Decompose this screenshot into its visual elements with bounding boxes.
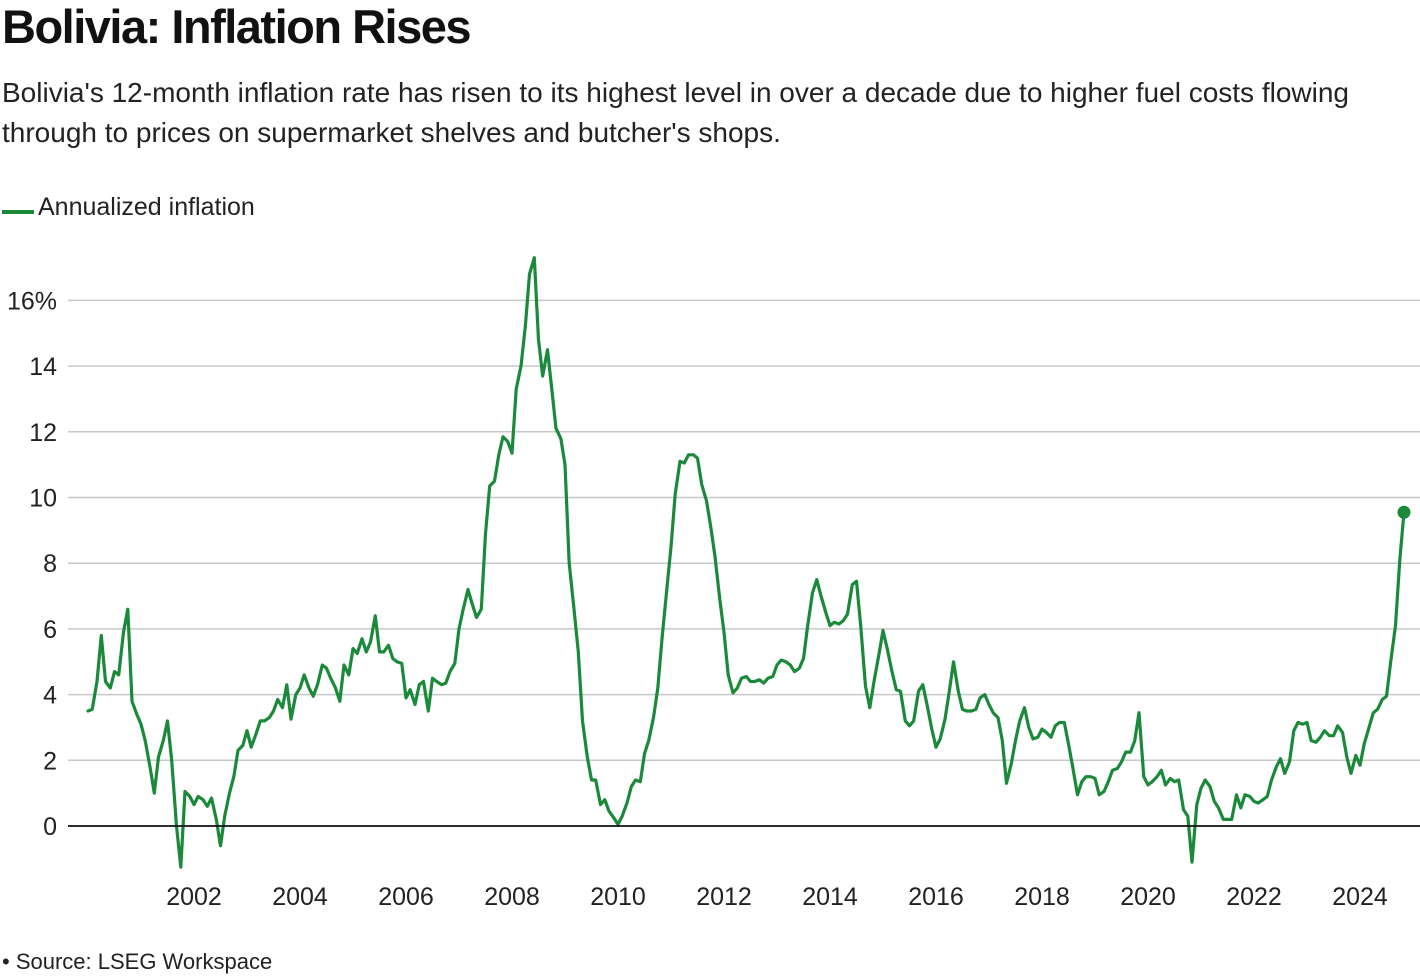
legend-label: Annualized inflation — [38, 193, 255, 221]
series-line-0 — [86, 256, 1406, 869]
y-tick-label-12: 12 — [29, 419, 57, 447]
y-tick-label-8: 8 — [43, 550, 57, 578]
legend-swatch — [2, 209, 34, 214]
series-end-point — [1397, 505, 1411, 519]
chart-title: Bolivia: Inflation Rises — [2, 0, 472, 53]
x-tick-label-2002: 2002 — [166, 883, 222, 911]
y-tick-label-6: 6 — [43, 616, 57, 644]
line-chart: 0 2 4 6 8 10 12 14 16% 2002 2004 2006 2008 2010 2012 20… — [7, 256, 1420, 911]
source-note: • Source: LSEG Workspace — [2, 949, 273, 974]
x-tick-label-2004: 2004 — [272, 883, 328, 911]
y-tick-label-10: 10 — [29, 485, 57, 513]
y-tick-label-16: 16% — [7, 287, 57, 315]
x-tick-label-2010: 2010 — [590, 883, 646, 911]
x-tick-label-2022: 2022 — [1226, 883, 1282, 911]
y-tick-label-14: 14 — [29, 353, 57, 381]
y-tick-label-2: 2 — [43, 747, 57, 775]
x-tick-label-2020: 2020 — [1120, 883, 1176, 911]
x-tick-label-2016: 2016 — [908, 883, 964, 911]
chart-subtitle: Bolivia's 12-month inflation rate has ri… — [2, 77, 1349, 148]
y-tick-label-0: 0 — [43, 813, 57, 841]
x-tick-label-2006: 2006 — [378, 883, 434, 911]
y-tick-label-4: 4 — [43, 682, 57, 710]
x-tick-label-2014: 2014 — [802, 883, 858, 911]
x-tick-label-2008: 2008 — [484, 883, 540, 911]
x-tick-label-2024: 2024 — [1332, 883, 1388, 911]
x-tick-label-2012: 2012 — [696, 883, 752, 911]
x-tick-label-2018: 2018 — [1014, 883, 1070, 911]
legend: Annualized inflation — [2, 193, 255, 222]
